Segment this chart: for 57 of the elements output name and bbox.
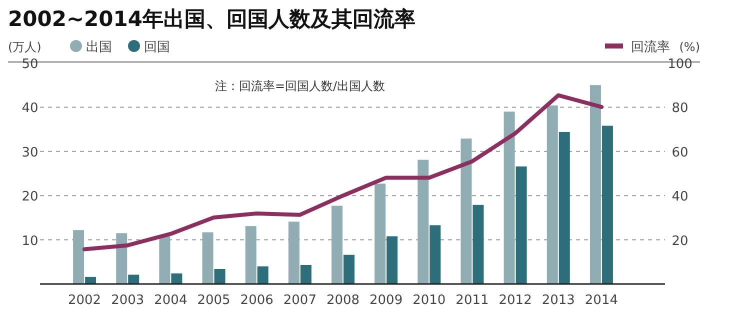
legend-label: 回国 bbox=[144, 40, 170, 55]
bar bbox=[460, 138, 472, 284]
x-tick-label: 2007 bbox=[283, 293, 316, 308]
x-tick-label: 2013 bbox=[542, 293, 575, 308]
bar bbox=[300, 264, 312, 284]
x-tick-label: 2003 bbox=[111, 293, 144, 308]
bar bbox=[344, 254, 354, 284]
bar bbox=[516, 166, 527, 284]
x-tick-label: 2012 bbox=[498, 293, 532, 308]
y2-axis-title: (%) bbox=[679, 40, 700, 54]
y-tick-label: 20 bbox=[22, 190, 38, 205]
bar bbox=[257, 266, 268, 284]
chart-title: 2002~2014年出国、回国人数及其回流率 bbox=[8, 7, 416, 31]
bar bbox=[386, 236, 398, 284]
y-axis-title: (万人) bbox=[8, 40, 42, 54]
y2-tick-label: 80 bbox=[672, 101, 688, 116]
y2-tick-label: 40 bbox=[672, 190, 688, 205]
bar bbox=[171, 273, 182, 284]
bar bbox=[430, 225, 441, 284]
bar bbox=[159, 236, 170, 284]
y-tick-label: 30 bbox=[22, 145, 38, 160]
x-tick-label: 2006 bbox=[240, 293, 274, 308]
bar bbox=[472, 204, 484, 284]
bar bbox=[245, 226, 256, 284]
x-tick-label: 2009 bbox=[370, 293, 403, 308]
x-tick-label: 2011 bbox=[456, 293, 489, 308]
bar bbox=[418, 160, 429, 284]
y2-tick-label: 60 bbox=[672, 145, 688, 160]
x-tick-label: 2004 bbox=[154, 293, 188, 308]
bar bbox=[590, 85, 601, 284]
bar bbox=[558, 132, 570, 284]
bar bbox=[602, 126, 613, 284]
y2-tick-label: 20 bbox=[672, 234, 688, 249]
x-tick-label: 2014 bbox=[584, 293, 618, 308]
y-tick-label: 40 bbox=[22, 101, 38, 116]
x-tick-label: 2005 bbox=[197, 293, 230, 308]
y-tick-label: 10 bbox=[22, 234, 38, 249]
bar bbox=[374, 184, 386, 284]
x-tick-label: 2002 bbox=[68, 293, 102, 308]
line-series bbox=[82, 93, 604, 252]
bar bbox=[546, 105, 558, 284]
bar bbox=[85, 276, 96, 284]
y2-tick-label: 100 bbox=[668, 57, 692, 72]
bar bbox=[288, 222, 300, 284]
x-tick-label: 2010 bbox=[412, 293, 446, 308]
bar bbox=[128, 274, 140, 284]
legend-label: 出国 bbox=[86, 40, 112, 55]
bar bbox=[504, 112, 515, 284]
bar bbox=[73, 230, 84, 284]
bar bbox=[332, 206, 342, 284]
x-tick-label: 2008 bbox=[326, 293, 360, 308]
annotation: 注：回流率=回国人数/出国人数 bbox=[214, 79, 386, 93]
y-tick-label: 50 bbox=[22, 57, 38, 72]
bar bbox=[116, 233, 128, 284]
bar bbox=[202, 232, 214, 284]
bar bbox=[214, 268, 226, 284]
legend-label: 回流率 bbox=[631, 39, 670, 55]
